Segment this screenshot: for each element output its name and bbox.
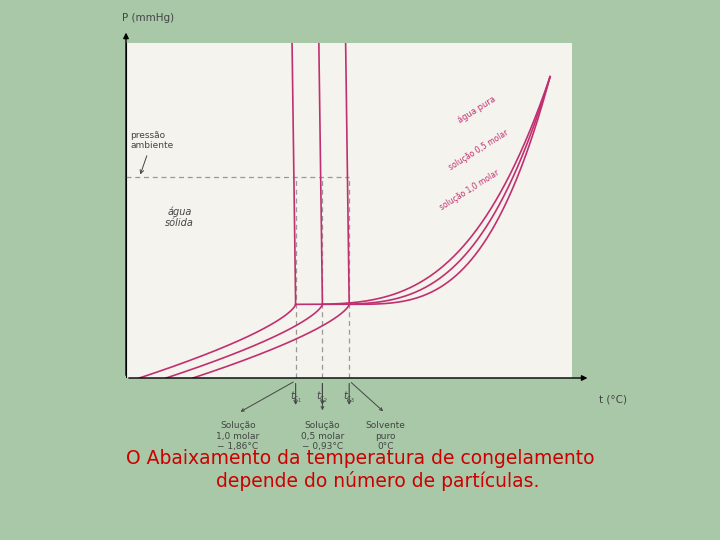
Text: Solvente
puro
0°C: Solvente puro 0°C	[365, 421, 405, 451]
Text: P (mmHg): P (mmHg)	[122, 13, 174, 23]
Text: solução 0,5 molar: solução 0,5 molar	[447, 129, 510, 172]
Text: $t_{c_3}$: $t_{c_3}$	[343, 390, 355, 405]
Text: t (°C): t (°C)	[599, 395, 627, 405]
Text: solução 1,0 molar: solução 1,0 molar	[438, 168, 501, 212]
Text: $t_{c_2}$: $t_{c_2}$	[316, 390, 328, 405]
Text: água
sólida: água sólida	[165, 206, 194, 228]
Text: Solução
1,0 molar
− 1,86°C: Solução 1,0 molar − 1,86°C	[217, 421, 260, 451]
Text: água pura: água pura	[456, 95, 498, 125]
Text: pressão
ambiente: pressão ambiente	[130, 131, 174, 173]
Text: $t_{c_1}$: $t_{c_1}$	[289, 390, 302, 405]
Text: O Abaixamento da temperatura de congelamento
      depende do número de partícul: O Abaixamento da temperatura de congelam…	[126, 449, 594, 491]
Text: Solução
0,5 molar
− 0,93°C: Solução 0,5 molar − 0,93°C	[301, 421, 344, 451]
